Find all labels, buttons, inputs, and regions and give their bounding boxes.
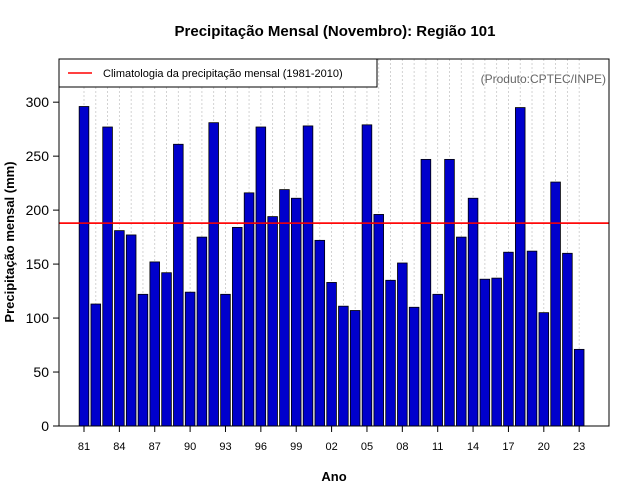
bar-81 [78,106,90,427]
bar-96 [255,126,267,427]
y-tick-label: 100 [26,310,50,326]
legend: Climatologia da precipitação mensal (198… [58,58,378,88]
bar-03 [338,305,349,427]
bar-98 [279,189,290,427]
bar-94 [232,226,243,427]
bar-95 [243,192,255,427]
bar-91 [196,236,208,427]
bar-04 [349,310,361,427]
bar-83 [102,126,113,427]
bars-layer [78,106,585,427]
bar-87 [149,261,160,427]
y-tick-label: 0 [41,418,49,434]
bar-93 [220,293,231,427]
bar-01 [314,239,326,427]
x-tick-label: 93 [219,441,231,453]
x-tick-label: 81 [78,441,90,453]
y-axis-title: Precipitação mensal (mm) [2,161,17,322]
bar-90 [184,291,196,427]
legend-label: Climatologia da precipitação mensal (198… [103,68,343,80]
bar-02 [326,282,337,427]
bar-85 [125,234,137,427]
bar-84 [114,230,125,427]
y-tick-label: 250 [26,148,50,164]
x-tick-label: 20 [538,441,550,453]
y-tick-label: 50 [33,364,49,380]
y-tick-label: 300 [26,94,50,110]
bar-10 [420,158,432,427]
x-tick-label: 96 [255,441,267,453]
x-tick-label: 02 [325,441,337,453]
bar-14 [467,197,479,427]
bar-07 [385,279,396,427]
bar-23 [573,348,585,427]
x-tick-label: 87 [149,441,161,453]
x-tick-label: 14 [467,441,479,453]
y-tick-label: 150 [26,256,50,272]
x-tick-label: 99 [290,441,302,453]
bar-21 [550,181,561,427]
bar-19 [526,250,538,427]
x-tick-label: 11 [432,441,443,453]
bar-20 [538,312,550,427]
x-tick-label: 84 [113,441,125,453]
bar-15 [479,278,491,427]
bar-13 [456,236,467,427]
y-tick-label: 200 [26,202,50,218]
x-axis: 81 84 87 90 93 96 99 02 05 08 11 14 17 20 23 [78,426,585,453]
bar-97 [267,216,278,427]
y-axis: 0 50 100 150 200 250 300 [26,94,59,434]
bar-18 [514,107,526,427]
bar-92 [208,122,219,427]
bar-00 [302,125,314,427]
x-axis-title: Ano [321,469,346,484]
bar-82 [90,303,102,427]
bar-88 [161,272,172,427]
bar-16 [491,277,502,427]
x-tick-label: 90 [184,441,196,453]
bar-11 [432,293,443,427]
bar-99 [290,197,302,427]
chart-title: Precipitação Mensal (Novembro): Região 1… [175,23,496,40]
x-tick-label: 23 [573,441,585,453]
x-tick-label: 08 [396,441,408,453]
source-note: (Produto:CPTEC/INPE) [481,72,606,86]
bar-09 [408,306,420,427]
bar-89 [173,143,184,427]
bar-12 [444,158,455,427]
bar-22 [562,252,573,427]
bar-06 [373,214,384,427]
bar-05 [361,124,373,427]
bar-08 [397,262,408,427]
bar-86 [137,293,149,427]
x-tick-label: 05 [361,441,373,453]
x-tick-label: 17 [502,441,514,453]
bar-17 [503,251,514,427]
legend-box [58,58,378,88]
